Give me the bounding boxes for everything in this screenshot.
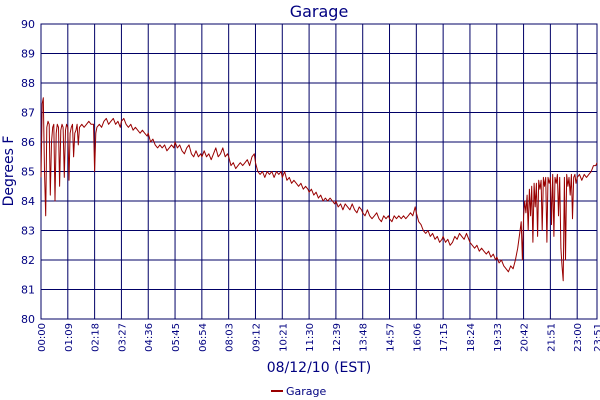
x-tick-label: 20:42	[520, 323, 531, 352]
x-tick-label: 23:51	[593, 323, 600, 352]
y-tick-label: 82	[21, 254, 35, 267]
x-tick-label: 09:12	[251, 323, 262, 352]
x-tick-label: 16:06	[412, 323, 423, 352]
x-tick-label: 14:57	[386, 323, 397, 352]
x-axis-ticks: 00:00 01:09 02:18 03:27 04:36 05:45 06:54 08:03…	[37, 323, 600, 352]
y-tick-label: 89	[21, 48, 35, 61]
series-line-garage	[40, 97, 598, 282]
x-tick-label: 12:39	[332, 323, 343, 352]
y-tick-label: 84	[21, 195, 35, 208]
x-tick-label: 21:51	[546, 323, 557, 352]
x-tick-label: 10:21	[278, 323, 289, 352]
legend: Garage	[271, 385, 327, 398]
y-tick-label: 86	[21, 136, 35, 149]
chart-title: Garage	[290, 2, 349, 21]
x-tick-label: 17:15	[439, 323, 450, 352]
y-tick-label: 88	[21, 77, 35, 90]
x-tick-label: 00:00	[37, 323, 48, 352]
x-tick-label: 02:18	[91, 323, 102, 352]
x-axis-label: 08/12/10 (EST)	[267, 360, 372, 376]
y-tick-label: 90	[21, 18, 35, 31]
series-group	[40, 97, 598, 282]
legend-label-garage: Garage	[286, 385, 327, 398]
x-tick-label: 23:00	[573, 323, 584, 352]
y-axis-ticks: 80 81 82 83 84 85 86 87 88 89 90	[21, 18, 35, 326]
y-axis-label: Degrees F	[1, 136, 17, 207]
y-tick-label: 80	[21, 313, 35, 326]
x-tick-label: 11:30	[305, 323, 316, 352]
y-tick-label: 87	[21, 107, 35, 120]
x-tick-label: 08:03	[225, 323, 236, 352]
plot-grid	[40, 23, 598, 320]
x-tick-label: 13:48	[359, 323, 370, 352]
x-tick-label: 19:33	[493, 323, 504, 352]
y-tick-label: 81	[21, 284, 35, 297]
y-tick-label: 85	[21, 166, 35, 179]
x-tick-label: 04:36	[144, 323, 155, 352]
x-tick-label: 05:45	[171, 323, 182, 352]
x-tick-label: 01:09	[64, 323, 75, 352]
x-tick-label: 18:24	[466, 323, 477, 352]
x-tick-label: 03:27	[117, 323, 128, 352]
y-tick-label: 83	[21, 225, 35, 238]
x-tick-label: 06:54	[198, 323, 209, 352]
